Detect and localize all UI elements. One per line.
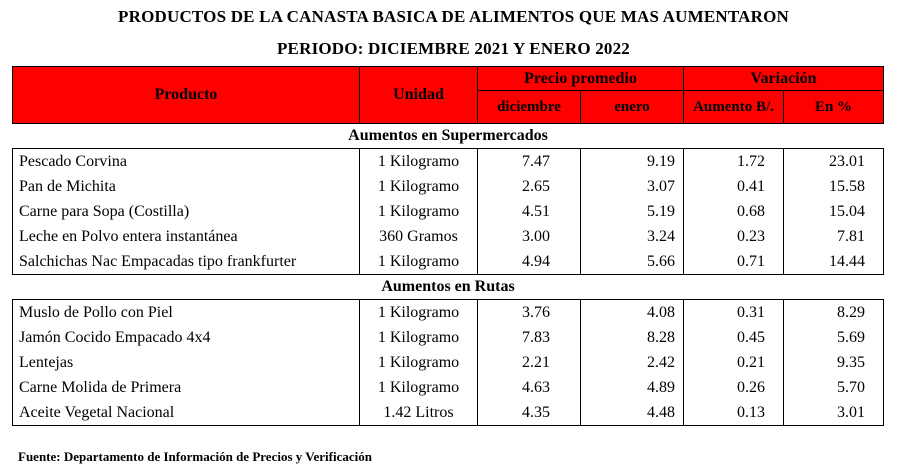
cell-enero: 4.08 xyxy=(580,299,684,325)
cell-aumento: 0.31 xyxy=(683,299,784,325)
table-row: Salchichas Nac Empacadas tipo frankfurte… xyxy=(12,249,885,275)
cell-diciembre: 3.00 xyxy=(477,224,581,249)
cell-diciembre: 2.65 xyxy=(477,174,581,199)
prices-table: Producto Unidad Precio promedio Variació… xyxy=(12,66,885,426)
cell-enero: 3.07 xyxy=(580,174,684,199)
cell-unidad: 1 Kilogramo xyxy=(359,249,478,275)
table-row: Pan de Michita 1 Kilogramo 2.65 3.07 0.41 15.… xyxy=(12,174,885,199)
cell-diciembre: 3.76 xyxy=(477,299,581,325)
section-header: Aumentos en Rutas xyxy=(12,274,884,300)
table-row: Jamón Cocido Empacado 4x4 1 Kilogramo 7.83… xyxy=(12,325,885,350)
cell-unidad: 1 Kilogramo xyxy=(359,148,478,174)
section-title: Aumentos en Rutas xyxy=(12,274,884,300)
table-row: Aceite Vegetal Nacional 1.42 Litros 4.35 4.… xyxy=(12,400,885,426)
cell-aumento: 0.68 xyxy=(683,199,784,224)
section-title: Aumentos en Supermercados xyxy=(12,123,884,149)
cell-aumento: 0.13 xyxy=(683,400,784,426)
cell-diciembre: 4.35 xyxy=(477,400,581,426)
header-unidad: Unidad xyxy=(359,66,478,124)
cell-enero: 4.48 xyxy=(580,400,684,426)
cell-unidad: 360 Gramos xyxy=(359,224,478,249)
cell-producto: Aceite Vegetal Nacional xyxy=(12,400,360,426)
cell-aumento: 0.23 xyxy=(683,224,784,249)
title-line-2: PERIODO: DICIEMBRE 2021 Y ENERO 2022 xyxy=(276,39,631,58)
cell-pct: 8.29 xyxy=(783,299,885,325)
cell-pct: 23.01 xyxy=(783,148,885,174)
header-producto: Producto xyxy=(12,66,360,124)
header-variacion: Variación xyxy=(682,66,885,91)
table-row: Leche en Polvo entera instantánea 360 Gra… xyxy=(12,224,885,249)
section-header: Aumentos en Supermercados xyxy=(12,123,884,149)
table-row: Pescado Corvina 1 Kilogramo 7.47 9.19 1.72 23… xyxy=(12,148,885,174)
cell-diciembre: 4.63 xyxy=(477,375,581,400)
table-row: Muslo de Pollo con Piel 1 Kilogramo 3.76 4.… xyxy=(12,299,885,325)
source-note: Fuente: Departamento de Información de P… xyxy=(18,449,372,464)
title-line-1: PRODUCTOS DE LA CANASTA BASICA DE ALIMEN… xyxy=(118,7,789,26)
header-diciembre: diciembre xyxy=(477,90,581,124)
header-enero: enero xyxy=(580,90,684,124)
cell-pct: 9.35 xyxy=(783,350,885,375)
cell-unidad: 1 Kilogramo xyxy=(359,299,478,325)
cell-diciembre: 7.83 xyxy=(477,325,581,350)
cell-unidad: 1 Kilogramo xyxy=(359,350,478,375)
cell-enero: 4.89 xyxy=(580,375,684,400)
cell-producto: Pan de Michita xyxy=(12,174,360,199)
cell-unidad: 1 Kilogramo xyxy=(359,199,478,224)
table-row: Carne para Sopa (Costilla) 1 Kilogramo 4.5… xyxy=(12,199,885,224)
cell-diciembre: 4.94 xyxy=(477,249,581,275)
header-precio-promedio: Precio promedio xyxy=(477,66,684,91)
cell-diciembre: 2.21 xyxy=(477,350,581,375)
table-body: Aumentos en Supermercados Pescado Corvina… xyxy=(12,123,885,426)
header-aumento: Aumento B/. xyxy=(683,90,784,124)
cell-enero: 2.42 xyxy=(580,350,684,375)
cell-unidad: 1 Kilogramo xyxy=(359,325,478,350)
table-row: Lentejas 1 Kilogramo 2.21 2.42 0.21 9.35 xyxy=(12,350,885,375)
cell-pct: 14.44 xyxy=(783,249,885,275)
cell-aumento: 0.21 xyxy=(683,350,784,375)
cell-producto: Carne Molida de Primera xyxy=(12,375,360,400)
cell-producto: Carne para Sopa (Costilla) xyxy=(12,199,360,224)
cell-producto: Pescado Corvina xyxy=(12,148,360,174)
cell-producto: Jamón Cocido Empacado 4x4 xyxy=(12,325,360,350)
cell-pct: 7.81 xyxy=(783,224,885,249)
cell-aumento: 0.41 xyxy=(683,174,784,199)
cell-pct: 3.01 xyxy=(783,400,885,426)
cell-enero: 5.19 xyxy=(580,199,684,224)
cell-unidad: 1 Kilogramo xyxy=(359,174,478,199)
cell-diciembre: 7.47 xyxy=(477,148,581,174)
cell-pct: 15.58 xyxy=(783,174,885,199)
cell-producto: Lentejas xyxy=(12,350,360,375)
cell-aumento: 1.72 xyxy=(683,148,784,174)
cell-enero: 5.66 xyxy=(580,249,684,275)
cell-producto: Leche en Polvo entera instantánea xyxy=(12,224,360,249)
cell-pct: 15.04 xyxy=(783,199,885,224)
cell-aumento: 0.71 xyxy=(683,249,784,275)
cell-diciembre: 4.51 xyxy=(477,199,581,224)
cell-producto: Salchichas Nac Empacadas tipo frankfurte… xyxy=(12,249,360,275)
cell-pct: 5.69 xyxy=(783,325,885,350)
cell-pct: 5.70 xyxy=(783,375,885,400)
table-row: Carne Molida de Primera 1 Kilogramo 4.63 4.… xyxy=(12,375,885,400)
cell-enero: 3.24 xyxy=(580,224,684,249)
cell-aumento: 0.26 xyxy=(683,375,784,400)
cell-enero: 8.28 xyxy=(580,325,684,350)
cell-unidad: 1 Kilogramo xyxy=(359,375,478,400)
header-en-pct: En % xyxy=(782,90,885,124)
cell-unidad: 1.42 Litros xyxy=(359,400,478,426)
cell-enero: 9.19 xyxy=(580,148,684,174)
cell-aumento: 0.45 xyxy=(683,325,784,350)
cell-producto: Muslo de Pollo con Piel xyxy=(12,299,360,325)
